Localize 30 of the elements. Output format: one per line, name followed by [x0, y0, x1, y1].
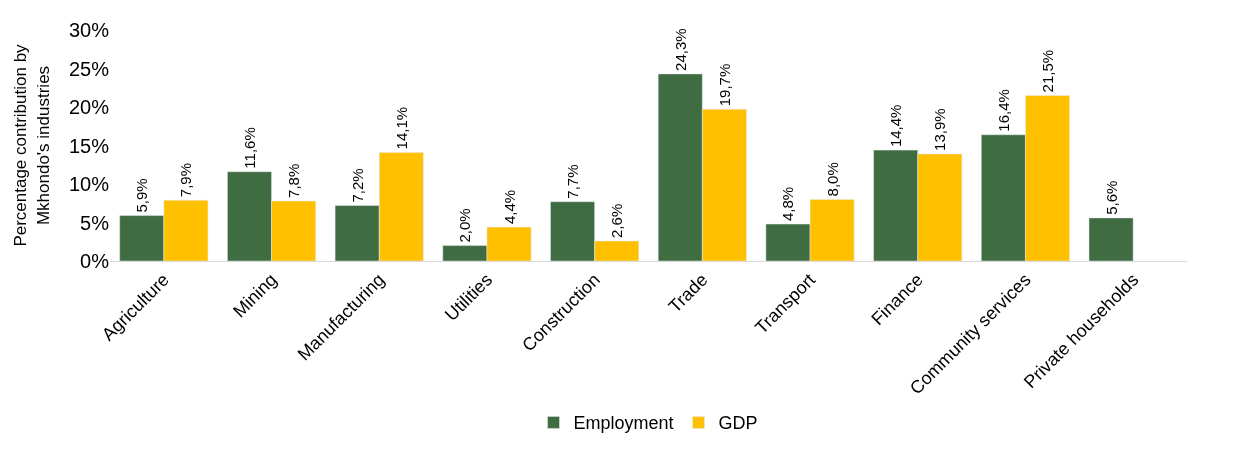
- y-axis-title: Percentage contribution by Mkhondo's industries: [11, 43, 53, 247]
- y-tick-label: 0%: [80, 250, 110, 272]
- y-tick-label: 15%: [68, 134, 110, 157]
- data-label: 7,9%: [177, 162, 195, 198]
- legend-label: GDP: [718, 413, 758, 434]
- data-label: 5,6%: [1102, 180, 1120, 215]
- data-label: 7,8%: [285, 163, 303, 198]
- data-label: 14,4%: [887, 104, 905, 148]
- y-tick-label: 10%: [68, 173, 110, 195]
- data-label: 8,0%: [823, 162, 841, 197]
- data-label: 7,2%: [348, 168, 366, 203]
- data-label: 14,1%: [392, 106, 410, 150]
- y-tick-label: 5%: [80, 211, 110, 234]
- data-label: 2,6%: [608, 203, 626, 238]
- data-label: 5,9%: [133, 178, 151, 213]
- data-label: 2,0%: [456, 208, 474, 243]
- bar: [1088, 217, 1134, 261]
- data-label: 21,5%: [1039, 49, 1057, 93]
- data-label: 4,8%: [779, 186, 797, 222]
- y-tick-label: 20%: [68, 96, 110, 118]
- data-label: 7,7%: [564, 164, 582, 199]
- data-label: 13,9%: [931, 108, 949, 151]
- y-tick-label: 25%: [68, 57, 110, 80]
- data-label: 24,3%: [671, 28, 689, 71]
- y-tick-label: 30%: [68, 19, 110, 41]
- data-label: 16,4%: [994, 89, 1012, 132]
- data-label: 19,7%: [715, 63, 733, 107]
- legend-label: Employment: [573, 413, 674, 434]
- data-label: 11,6%: [240, 127, 258, 169]
- data-label: 4,4%: [500, 189, 518, 225]
